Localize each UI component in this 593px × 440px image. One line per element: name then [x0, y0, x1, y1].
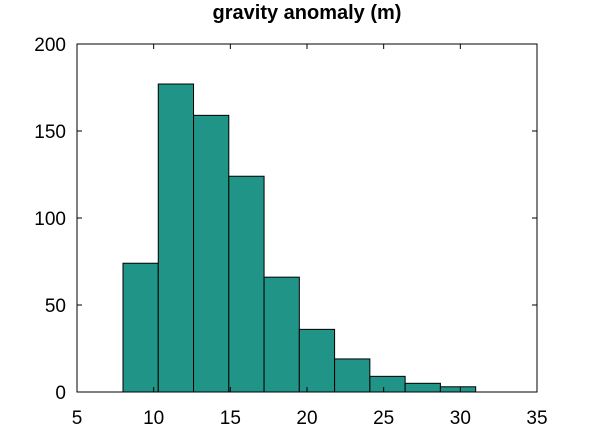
bar-6: [334, 358, 371, 393]
bar-3: [228, 175, 265, 393]
bars-group: [122, 83, 477, 393]
y-tick-label-2: 100: [34, 209, 66, 230]
y-tick-label-1: 50: [45, 296, 66, 317]
x-tick-label-3: 20: [296, 408, 317, 429]
x-tick-label-1: 10: [143, 408, 164, 429]
y-tick-label-3: 150: [34, 122, 66, 143]
bar-4: [263, 276, 300, 393]
bar-2: [193, 114, 230, 393]
x-tick-label-2: 15: [220, 408, 241, 429]
chart-title: gravity anomaly (m): [213, 2, 402, 24]
axis-ticks: [76, 43, 538, 393]
x-tick-label-0: 5: [72, 408, 83, 429]
bar-1: [157, 83, 195, 393]
y-tick-label-4: 200: [34, 35, 66, 56]
bar-9: [439, 386, 477, 393]
x-tick-label-4: 25: [373, 408, 394, 429]
x-tick-label-5: 30: [450, 408, 471, 429]
bar-8: [404, 382, 441, 393]
y-tick-label-0: 0: [55, 383, 66, 404]
bar-0: [122, 262, 159, 393]
bar-5: [298, 328, 336, 393]
bar-7: [369, 375, 406, 393]
y-tick-labels: 0 50 100 150 200: [34, 35, 66, 404]
x-tick-label-6: 35: [526, 408, 547, 429]
x-tick-labels: 5 10 15 20 25 30 35: [72, 408, 548, 429]
